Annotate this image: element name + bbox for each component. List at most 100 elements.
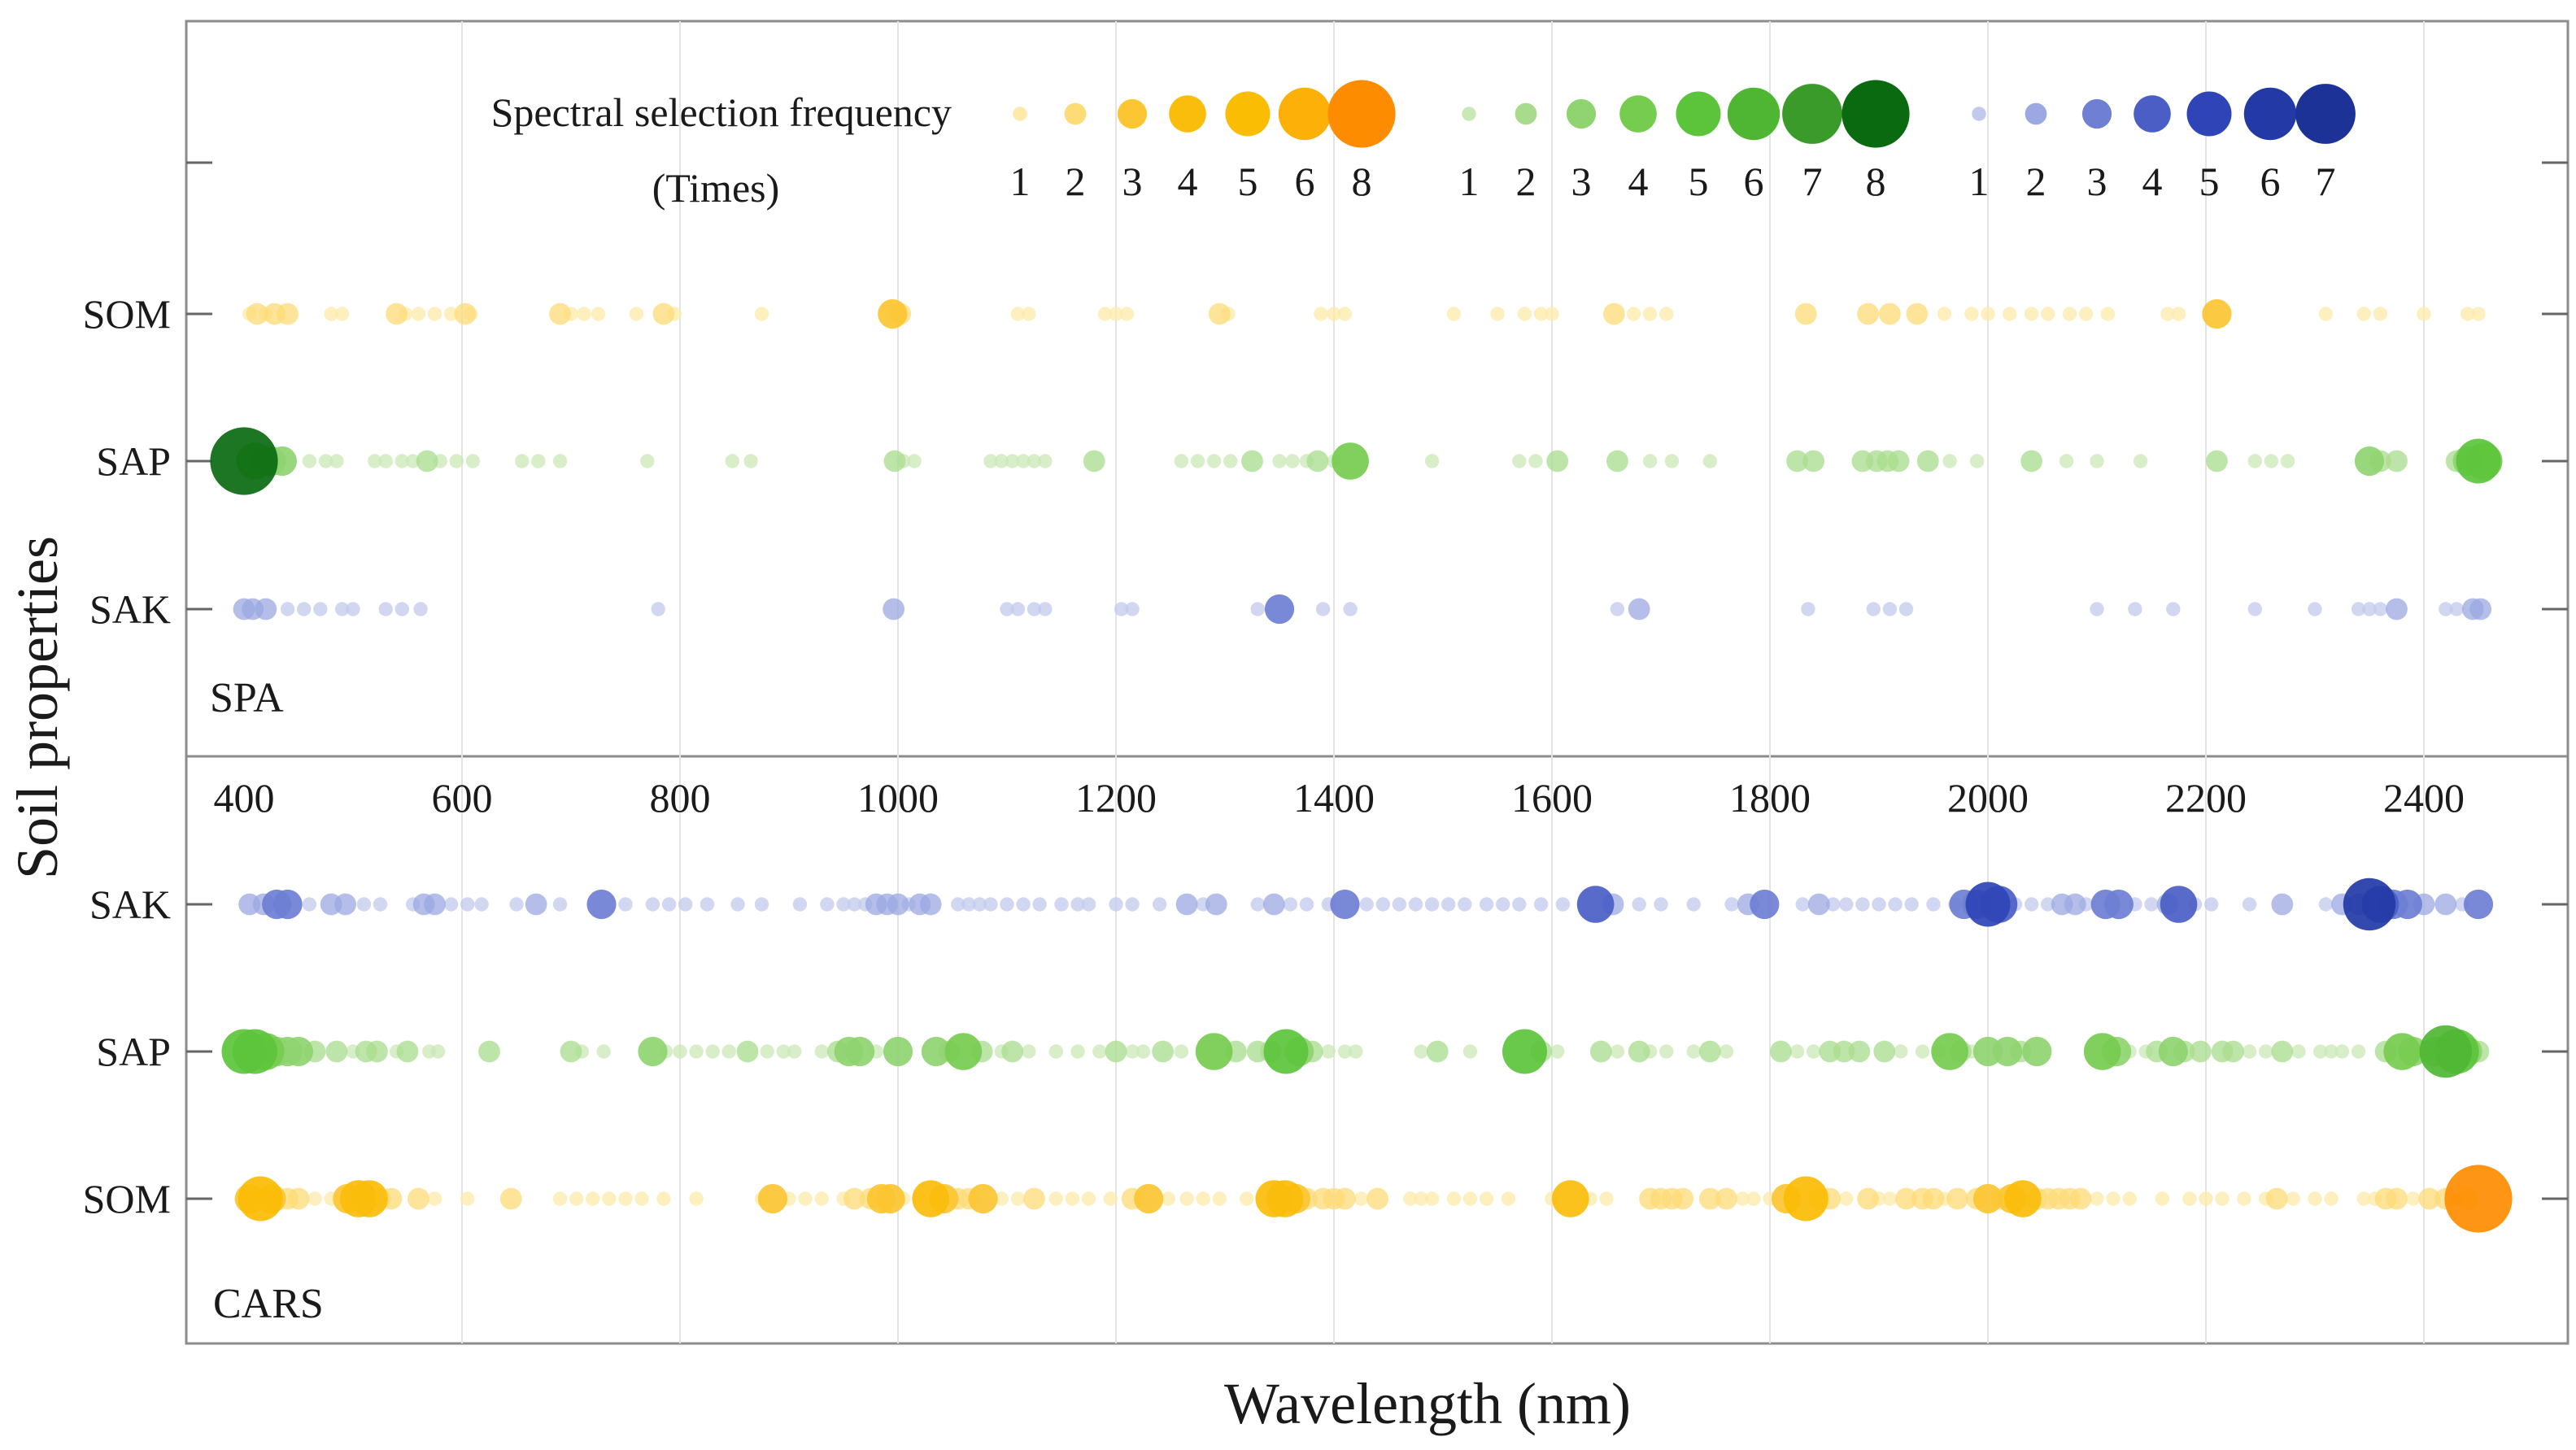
data-point (1392, 897, 1407, 912)
data-point (272, 889, 303, 920)
data-point (2318, 897, 2334, 912)
data-point (887, 893, 909, 916)
data-point (1872, 897, 1886, 912)
data-point (1283, 897, 1298, 912)
data-point (1802, 450, 1825, 472)
data-point (1972, 1183, 2003, 1214)
data-point (2247, 602, 2262, 616)
legend-marker (1782, 84, 1842, 144)
data-point (406, 454, 421, 468)
data-point (792, 897, 808, 912)
data-point (878, 298, 908, 329)
data-point (1212, 1191, 1227, 1206)
data-point (883, 450, 906, 472)
data-point (334, 893, 357, 916)
legend-number: 7 (1802, 159, 1823, 204)
data-point (560, 1040, 582, 1063)
legend-marker (2186, 91, 2232, 137)
spa-panel-label: SPA (210, 675, 284, 721)
data-point (378, 602, 393, 616)
data-point (814, 1191, 829, 1206)
data-point (210, 427, 278, 495)
data-point (1208, 303, 1231, 325)
data-point (1321, 1044, 1336, 1059)
data-point (1922, 1187, 1945, 1210)
data-point (1343, 602, 1358, 616)
data-point (515, 454, 530, 468)
data-point (356, 897, 372, 912)
data-point (334, 307, 350, 321)
data-point (386, 303, 408, 325)
data-point (2356, 1191, 2371, 1206)
data-point (1969, 454, 1985, 468)
data-point (2069, 1187, 2092, 1210)
data-point (346, 602, 360, 616)
data-point (1576, 886, 1615, 923)
data-point (552, 1191, 568, 1206)
data-point (968, 1183, 998, 1214)
data-point (313, 602, 328, 616)
data-point (1359, 897, 1374, 912)
data-point (1801, 602, 1815, 616)
data-point (1848, 1040, 1871, 1063)
data-point (1479, 1191, 1494, 1206)
data-point (2460, 307, 2475, 321)
data-point (2206, 450, 2228, 472)
data-point (430, 1044, 446, 1059)
data-point (673, 1044, 687, 1059)
data-point (2242, 897, 2257, 912)
data-point (1272, 454, 1287, 468)
data-point (1533, 307, 1549, 321)
data-point (1965, 882, 2011, 927)
legend-number: 4 (2142, 159, 2163, 204)
data-point (1501, 1191, 1516, 1206)
legend-number: 6 (2260, 159, 2281, 204)
data-point (1502, 1029, 1547, 1074)
data-point (798, 1191, 813, 1206)
data-point (983, 897, 998, 912)
data-point (1462, 1044, 1478, 1059)
data-point (919, 893, 942, 916)
data-point (1403, 1191, 1418, 1206)
data-point (1134, 1183, 1164, 1214)
data-point (1175, 893, 1198, 916)
data-point (700, 897, 715, 912)
data-point (1686, 897, 1701, 912)
data-point (736, 1040, 759, 1063)
data-point (1266, 1180, 1304, 1217)
data-point (1161, 1191, 1176, 1206)
legend-marker (1566, 98, 1597, 129)
legend-marker (1515, 102, 1537, 125)
data-point (1022, 1044, 1036, 1059)
data-point (1083, 450, 1105, 472)
data-point (1462, 1191, 1478, 1206)
data-point (408, 1187, 429, 1210)
data-point (1306, 450, 1329, 472)
data-point (1916, 450, 1939, 472)
legend-marker (1117, 98, 1148, 129)
data-point (1642, 454, 1658, 468)
data-point (1330, 889, 1360, 920)
data-point (1589, 1040, 1612, 1063)
data-point (1628, 598, 1650, 620)
data-point (411, 307, 426, 321)
data-point (1250, 897, 1265, 912)
data-point (1942, 454, 1957, 468)
data-point (618, 1191, 633, 1206)
data-point (2155, 1191, 2170, 1206)
data-point (1659, 1044, 1674, 1059)
data-point (394, 454, 409, 468)
data-point (499, 1187, 522, 1210)
data-point (2354, 446, 2385, 477)
data-point (2103, 889, 2134, 920)
data-point (1000, 602, 1014, 616)
data-point (1545, 307, 1559, 321)
data-point (1715, 1187, 1737, 1210)
data-point (1602, 303, 1625, 325)
data-point (689, 1191, 704, 1206)
data-point (2242, 1044, 2257, 1059)
data-point (2351, 1044, 2366, 1059)
data-point (921, 1036, 951, 1067)
x-tick-label: 2000 (1947, 775, 2029, 821)
